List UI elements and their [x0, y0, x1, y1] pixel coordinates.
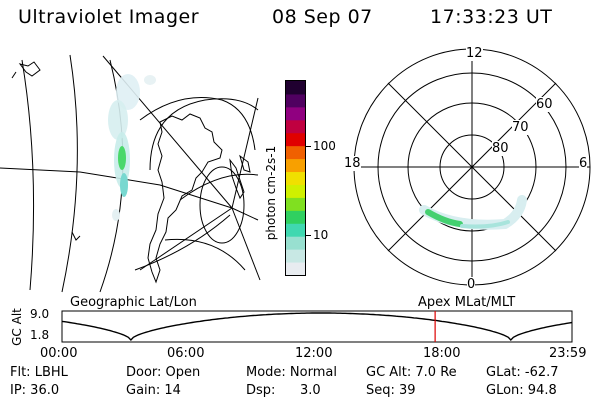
mode-status: Mode: Normal	[246, 365, 337, 380]
x-tick-0000: 00:00	[40, 346, 78, 361]
seq-status: Seq: 39	[366, 383, 416, 398]
colorbar-band	[286, 119, 305, 134]
instrument-title: Ultraviolet Imager	[18, 6, 200, 28]
gc-alt-status: GC Alt: 7.0 Re	[366, 365, 457, 380]
colorbar-band	[286, 223, 305, 237]
colorbar-band	[286, 249, 305, 263]
mlt-label-6: 6	[579, 156, 588, 171]
apex-label: Apex MLat/MLT	[418, 295, 516, 310]
colorbar-tick-label-10: 10	[313, 228, 329, 242]
glon-status: GLon: 94.8	[486, 383, 557, 398]
lat-label-60: 60	[536, 97, 553, 112]
colorbar-tick-100	[306, 146, 311, 147]
dsp-value: 3.0	[300, 383, 321, 398]
dsp-label: Dsp:	[246, 383, 276, 398]
colorbar-band	[286, 81, 305, 95]
colorbar-band	[286, 210, 305, 224]
colorbar-tick-10	[306, 235, 311, 236]
mlt-label-18: 18	[344, 156, 361, 171]
colorbar-band	[286, 262, 305, 275]
date-label: 08 Sep 07	[272, 6, 373, 28]
colorbar-band	[286, 132, 305, 147]
time-label: 17:33:23 UT	[430, 6, 553, 28]
geographic-map-panel	[0, 54, 261, 293]
polar-mlt-plot	[353, 48, 591, 286]
filter-status: Flt: LBHL	[10, 365, 68, 380]
door-status: Door: Open	[126, 365, 201, 380]
colorbar-band	[286, 236, 305, 250]
mlt-label-12: 12	[466, 46, 483, 61]
orbit-altitude-curve	[61, 312, 573, 342]
orbit-y-axis-label: GC Alt	[10, 308, 24, 346]
x-tick-1800: 18:00	[423, 346, 461, 361]
colorbar-unit-label: photon cm-2s-1	[264, 145, 278, 241]
gain-status: Gain: 14	[126, 383, 181, 398]
x-tick-1200: 12:00	[295, 346, 333, 361]
lat-label-80: 80	[492, 141, 509, 156]
colorbar	[285, 80, 306, 276]
colorbar-band	[286, 93, 305, 108]
y-tick-1-8: 1.8	[30, 328, 50, 342]
colorbar-band	[286, 145, 305, 160]
colorbar-tick-label-100: 100	[313, 139, 336, 153]
geographic-label: Geographic Lat/Lon	[70, 295, 197, 310]
colorbar-band	[286, 158, 305, 173]
colorbar-gradient	[286, 81, 305, 275]
glat-status: GLat: -62.7	[486, 365, 559, 380]
mlt-label-0: 0	[467, 277, 476, 292]
colorbar-band	[286, 197, 305, 211]
ip-status: IP: 36.0	[10, 383, 60, 398]
colorbar-band	[286, 106, 305, 121]
lat-label-70: 70	[512, 120, 529, 135]
x-tick-2359: 23:59	[549, 346, 587, 361]
y-tick-9: 9.0	[30, 307, 50, 321]
x-tick-0600: 06:00	[167, 346, 205, 361]
colorbar-band	[286, 171, 305, 185]
colorbar-band	[286, 184, 305, 198]
orbit-altitude-plot	[61, 310, 573, 343]
